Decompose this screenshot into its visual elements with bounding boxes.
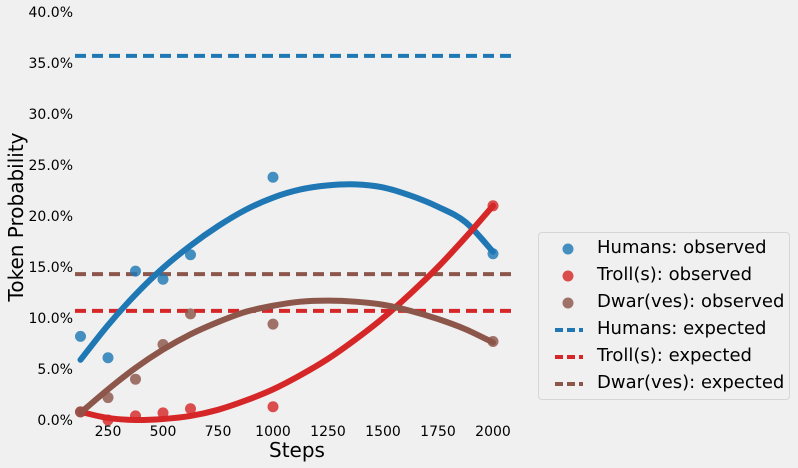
legend-entry-dwar-ves-expected: Dwar(ves): expected: [539, 370, 789, 397]
legend-entry-humans-expected: Humans: expected: [539, 316, 789, 343]
data-point-dwar-ves-observed: [130, 373, 141, 385]
y-tick-label: 0.0%: [37, 413, 73, 429]
data-point-troll-s-observed: [130, 410, 141, 422]
data-point-dwar-ves-observed: [487, 335, 499, 347]
data-point-troll-s-observed: [102, 414, 114, 426]
x-tick-label: 250: [95, 424, 122, 440]
tick-labels: 250 500 750 1000 1250 1500 1750 2000 0.0% 5.0% 10.…: [29, 5, 511, 440]
data-point-troll-s-observed: [487, 200, 499, 212]
legend-entry-humans-observed: Humans: observed: [539, 235, 789, 262]
y-tick-label: 30.0%: [29, 107, 73, 123]
legend-marker-humans-observed: [562, 243, 574, 255]
data-point-dwar-ves-observed: [75, 406, 86, 418]
legend-entry-dwar-ves-observed: Dwar(ves): observed: [539, 289, 789, 316]
x-axis-label: Steps: [269, 438, 325, 462]
legend-label: Troll(s): observed: [597, 264, 753, 285]
data-point-humans-observed: [102, 352, 114, 364]
y-axis-label: Token Probability: [4, 132, 28, 302]
y-tick-label: 20.0%: [29, 209, 73, 225]
y-tick-label: 25.0%: [29, 158, 73, 174]
fit-curve-dwar-ves-observed: [77, 297, 496, 416]
fit-curve-humans-observed: [77, 181, 496, 363]
data-point-troll-s-observed: [157, 407, 169, 419]
data-point-humans-observed: [267, 171, 279, 183]
x-tick-label: 1000: [255, 424, 291, 440]
legend-label: Dwar(ves): observed: [597, 291, 785, 312]
legend-entry-troll-s-observed: Troll(s): observed: [539, 262, 789, 289]
data-point-dwar-ves-observed: [157, 339, 169, 351]
y-tick-label: 5.0%: [37, 362, 73, 378]
y-tick-label: 15.0%: [29, 260, 73, 276]
x-tick-label: 1250: [310, 424, 346, 440]
legend-label: Dwar(ves): expected: [597, 372, 785, 393]
y-tick-label: 40.0%: [29, 5, 73, 21]
data-point-humans-observed: [157, 273, 169, 285]
x-tick-label: 750: [205, 424, 232, 440]
y-tick-label: 35.0%: [29, 56, 73, 72]
legend-marker-troll-s-observed: [562, 270, 574, 282]
data-point-humans-observed: [130, 265, 141, 277]
data-point-humans-observed: [185, 249, 196, 261]
legend-marker-dwar-ves-observed: [562, 297, 574, 309]
legend-label: Troll(s): expected: [597, 345, 752, 366]
x-tick-label: 1500: [365, 424, 401, 440]
data-point-dwar-ves-observed: [185, 308, 196, 320]
legend-label: Humans: observed: [597, 237, 767, 258]
data-point-troll-s-observed: [267, 401, 279, 413]
legend: Humans: observed Troll(s): observed Dwar(v…: [538, 232, 790, 400]
legend-marker-humans-expected: [555, 328, 583, 332]
expected-lines: [75, 53, 515, 313]
x-tick-label: 1750: [420, 424, 456, 440]
x-tick-label: 2000: [475, 424, 511, 440]
y-tick-label: 10.0%: [29, 311, 73, 327]
data-point-humans-observed: [75, 330, 86, 342]
data-point-troll-s-observed: [185, 403, 196, 415]
legend-marker-troll-s-expected: [555, 355, 583, 359]
fit-curve-troll-s-observed: [77, 202, 496, 424]
data-points: [75, 171, 499, 426]
data-point-humans-observed: [487, 248, 499, 260]
legend-label: Humans: expected: [597, 318, 767, 339]
legend-marker-dwar-ves-expected: [555, 382, 583, 386]
x-tick-label: 500: [150, 424, 177, 440]
fit-curves: [77, 181, 496, 424]
data-point-dwar-ves-observed: [102, 392, 114, 404]
data-point-dwar-ves-observed: [267, 318, 279, 330]
legend-entry-troll-s-expected: Troll(s): expected: [539, 343, 789, 370]
